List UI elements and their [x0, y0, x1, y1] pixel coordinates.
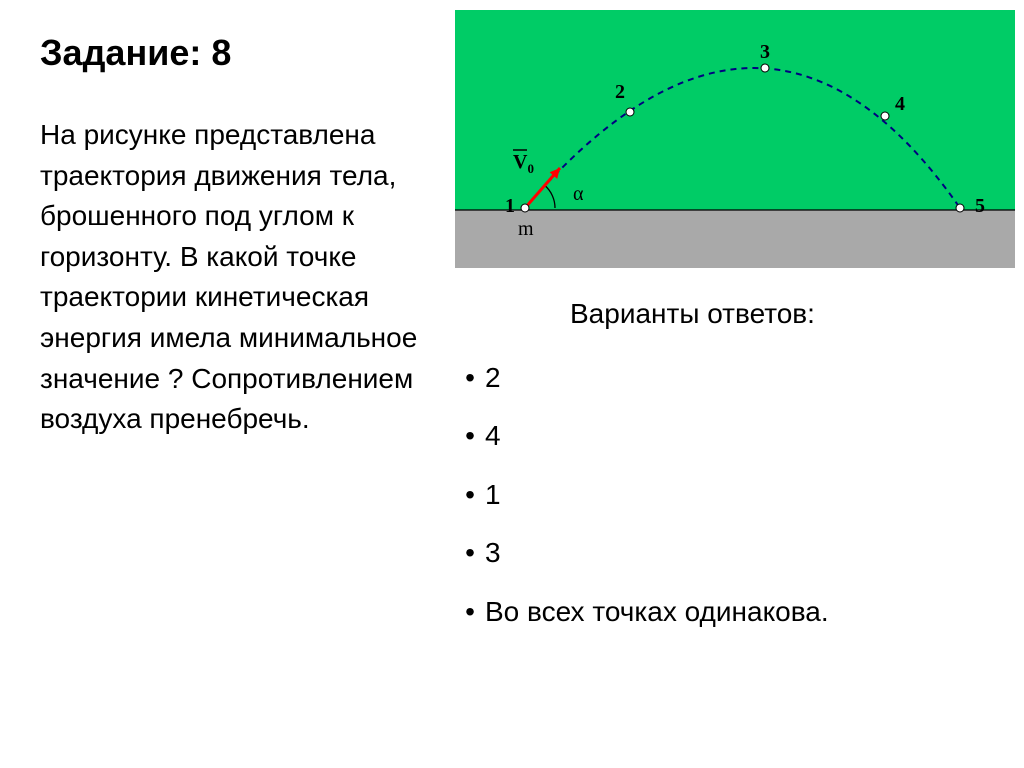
answer-text: 4 — [485, 418, 975, 454]
answer-option: • 2 — [455, 360, 975, 396]
bullet-icon: • — [455, 418, 485, 454]
bullet-icon: • — [455, 360, 485, 396]
svg-text:3: 3 — [760, 41, 770, 63]
svg-text:2: 2 — [615, 81, 625, 103]
answer-text: 1 — [485, 477, 975, 513]
svg-text:m: m — [518, 218, 534, 240]
question-body: На рисунке представлена траектория движе… — [40, 115, 420, 440]
bullet-icon: • — [455, 594, 485, 630]
svg-text:5: 5 — [975, 195, 985, 217]
answer-option: • 3 — [455, 535, 975, 571]
diagram-svg: 12345V0αm — [455, 10, 1015, 268]
answer-text: 3 — [485, 535, 975, 571]
svg-text:1: 1 — [505, 195, 515, 217]
answer-option: • 1 — [455, 477, 975, 513]
answers-heading: Варианты ответов: — [570, 298, 815, 330]
answer-option: • 4 — [455, 418, 975, 454]
svg-text:α: α — [573, 183, 584, 205]
bullet-icon: • — [455, 477, 485, 513]
svg-text:4: 4 — [895, 93, 905, 115]
answer-option: • Во всех точках одинакова. — [455, 594, 975, 630]
bullet-icon: • — [455, 535, 485, 571]
answers-list: • 2 • 4 • 1 • 3 • Во всех точках одинако… — [455, 360, 975, 652]
trajectory-diagram: 12345V0αm — [455, 10, 1015, 268]
task-title: Задание: 8 — [40, 32, 231, 74]
answer-text: 2 — [485, 360, 975, 396]
answer-text: Во всех точках одинакова. — [485, 594, 975, 630]
